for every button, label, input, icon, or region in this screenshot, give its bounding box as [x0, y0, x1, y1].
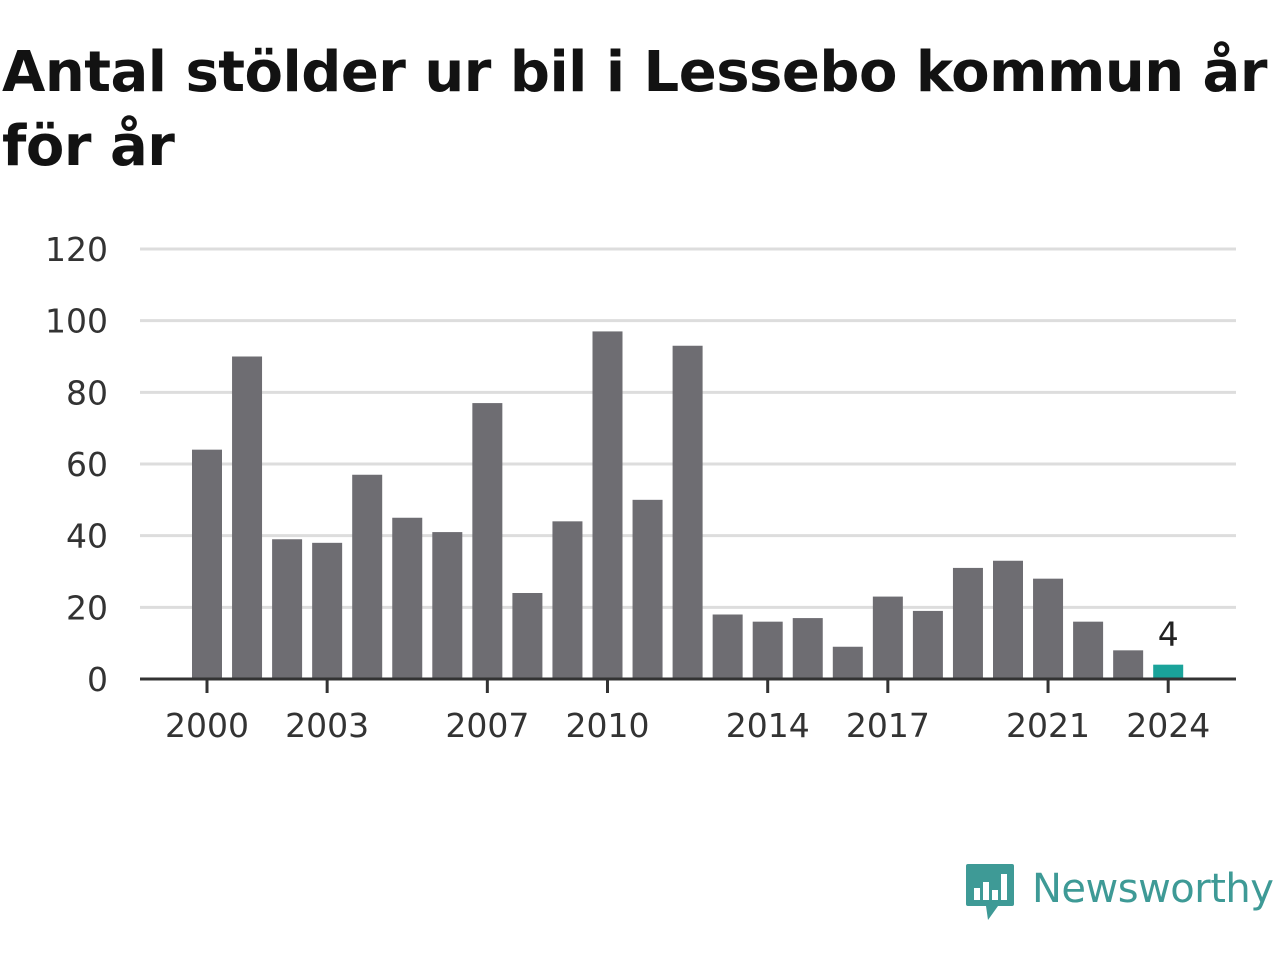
data-label-2024: 4	[1158, 615, 1179, 654]
bar-chart: 0 20 40 60 80 100 120 2000 2003 2007 2010 2014 2017…	[45, 230, 1236, 745]
y-tick-label-120: 120	[45, 230, 108, 269]
bar-2018	[912, 610, 943, 679]
bar-2016	[832, 646, 863, 679]
x-tick-label-2021: 2021	[1006, 706, 1090, 745]
newsworthy-logo-icon	[966, 864, 1014, 920]
bar-2021	[1033, 578, 1064, 679]
x-tick-label-2003: 2003	[285, 706, 369, 745]
x-tick-label-2010: 2010	[566, 706, 650, 745]
bar-2010	[592, 331, 623, 679]
bar-2001	[232, 356, 263, 679]
bar-2008	[512, 593, 543, 679]
x-tick-label-2014: 2014	[726, 706, 810, 745]
bar-2023	[1113, 650, 1144, 679]
y-tick-label-60: 60	[66, 445, 108, 484]
bar-2017	[872, 596, 903, 679]
x-axis-labels: 2000 2003 2007 2010 2014 2017 2021 2024	[165, 706, 1210, 745]
bar-2012	[672, 345, 703, 679]
x-tick-label-2007: 2007	[445, 706, 529, 745]
bar-2022	[1073, 621, 1104, 679]
bar-2013	[712, 614, 743, 679]
x-tick-label-2000: 2000	[165, 706, 249, 745]
bar-2002	[272, 539, 303, 679]
y-tick-label-0: 0	[87, 660, 108, 699]
bar-2024	[1153, 664, 1184, 679]
x-tick-label-2017: 2017	[846, 706, 930, 745]
bar-2011	[632, 499, 663, 679]
y-tick-label-20: 20	[66, 588, 108, 627]
y-axis-labels: 0 20 40 60 80 100 120	[45, 230, 108, 699]
bar-2004	[352, 474, 383, 679]
bar-2000	[192, 449, 222, 679]
data-labels: 4	[1158, 615, 1179, 654]
bar-2015	[792, 618, 823, 679]
bar-2003	[312, 542, 343, 679]
bar-2006	[432, 532, 463, 679]
brand-name: Newsworthy	[1032, 866, 1274, 912]
brand-logo: Newsworthy	[964, 862, 1274, 928]
bar-2007	[472, 403, 503, 679]
chart-title: Antal stölder ur bil i Lessebo kommun år…	[2, 40, 1267, 179]
bar-2005	[392, 517, 423, 679]
y-tick-label-80: 80	[66, 373, 108, 412]
bars	[192, 331, 1184, 679]
x-tick-label-2024: 2024	[1126, 706, 1210, 745]
bar-2009	[552, 521, 583, 679]
x-axis-ticks	[205, 679, 1170, 693]
bar-2014	[752, 621, 783, 679]
y-tick-label-100: 100	[45, 302, 108, 341]
bar-2019	[952, 567, 983, 679]
y-tick-label-40: 40	[66, 517, 108, 556]
bar-2020	[993, 560, 1023, 679]
